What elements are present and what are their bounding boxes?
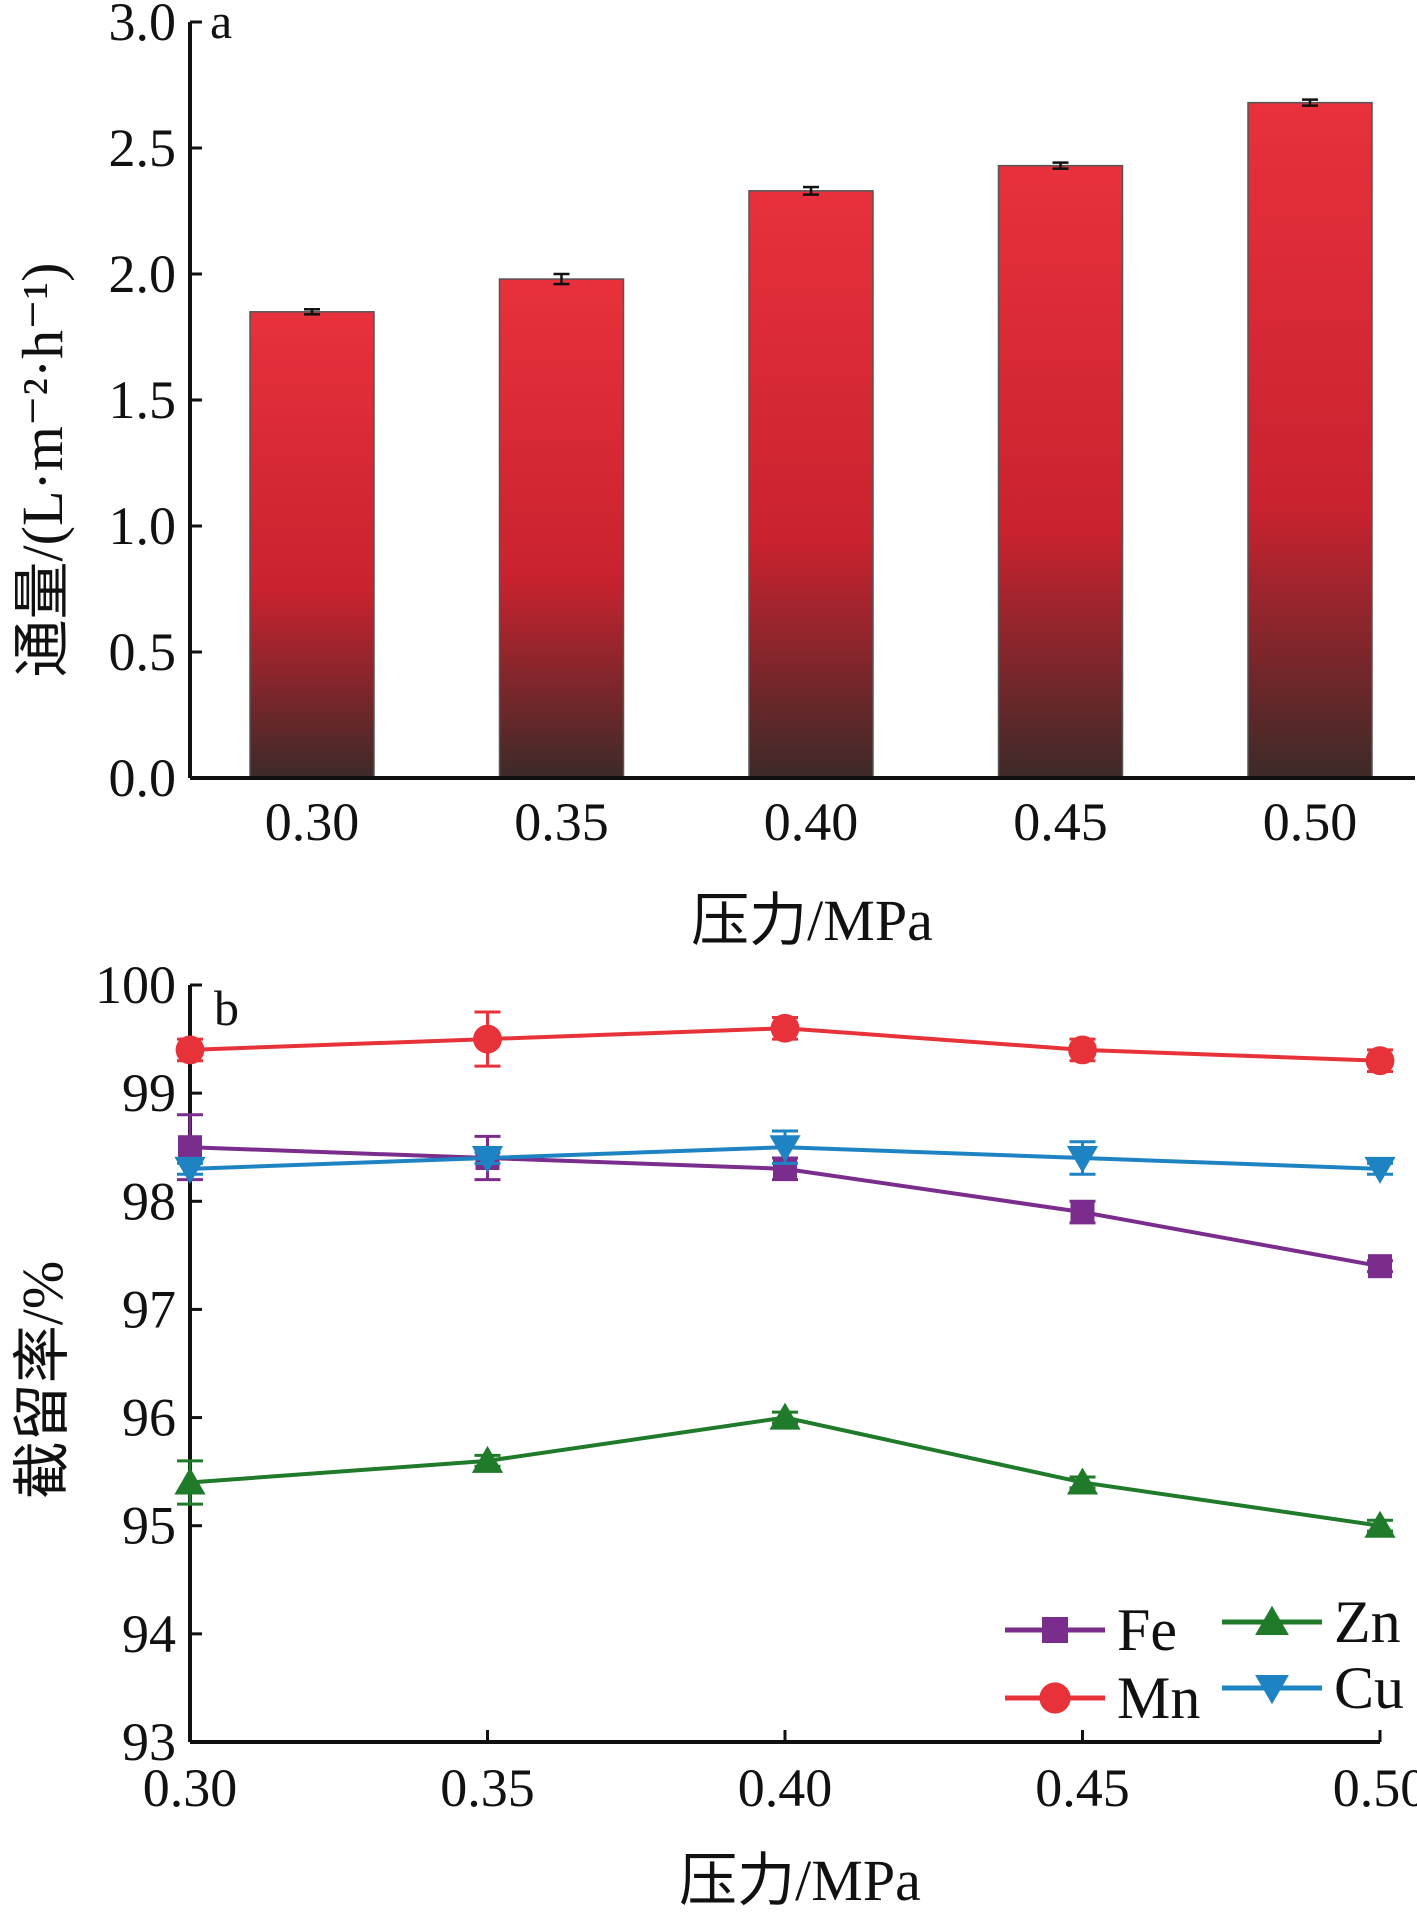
x-tick-label: 0.35 [440,1758,535,1818]
marker-circle [1068,1035,1097,1065]
marker-triangle-up [471,1445,504,1473]
bar [498,278,625,779]
marker-triangle-down [769,1135,801,1163]
x-tick-label: 0.40 [738,1758,833,1818]
x-axis-ticks: 0.30 0.35 0.40 0.45 0.50 [265,792,1358,852]
series-zn [174,1402,1396,1538]
y-tick-label: 94 [122,1604,176,1664]
x-tick-label: 0.45 [1035,1758,1130,1818]
marker-circle [175,1035,205,1065]
legend-label: Cu [1334,1655,1404,1721]
y-tick-label: 0.0 [109,748,177,808]
x-axis-title: 压力/MPa [679,1848,921,1913]
marker-triangle-up [769,1402,801,1430]
y-tick-label: 96 [122,1388,176,1448]
x-tick-label: 0.45 [1013,792,1108,852]
legend-item-fe: Fe [1005,1597,1177,1663]
y-tick-label: 99 [122,1063,176,1123]
marker-circle [770,1013,800,1043]
legend-label: Zn [1334,1589,1401,1655]
x-tick-label: 0.50 [1333,1758,1417,1818]
bar [249,311,375,779]
legend-label: Fe [1117,1597,1177,1663]
y-axis-title: 通量/(L·m⁻²·h⁻¹) [10,263,75,678]
legend-item-cu: Cu [1222,1655,1404,1721]
series-cu [174,1129,1396,1184]
marker-square [178,1135,202,1160]
bar-chart-panel: a 0.0 0.5 1.0 1.5 2.0 2.5 3.0 0.30 0.35 0.40 0.45… [10,0,1415,953]
series-line [189,1415,1381,1528]
bar [997,164,1124,779]
y-tick-label: 100 [95,955,176,1015]
legend-item-zn: Zn [1222,1589,1401,1655]
marker-triangle-down [1255,1675,1289,1705]
marker-square [1070,1200,1095,1225]
marker-triangle-down [471,1146,504,1174]
x-axis-ticks: 0.30 0.35 0.40 0.45 0.50 [143,1730,1417,1818]
x-tick-label: 0.50 [1263,792,1358,852]
series [174,1010,1396,1538]
y-axis-ticks: 0.0 0.5 1.0 1.5 2.0 2.5 3.0 [109,0,202,808]
x-tick-label: 0.30 [143,1758,238,1818]
y-tick-label: 97 [122,1279,176,1339]
marker-triangle-up [1066,1467,1099,1495]
marker-triangle-down [1364,1156,1396,1184]
marker-triangle-up [174,1467,206,1495]
x-tick-label: 0.40 [764,792,859,852]
axes [188,22,1415,780]
marker-square [1368,1254,1392,1279]
y-tick-label: 98 [122,1171,176,1231]
line-chart-panel: b 93 94 95 96 97 98 99 100 0.30 0.35 0.40 0.45 0.50… [10,955,1417,1913]
bars [249,98,1373,779]
y-tick-label: 3.0 [109,0,177,52]
series-mn [175,1010,1395,1076]
marker-triangle-down [1066,1146,1099,1174]
panel-label-b: b [214,980,239,1036]
marker-circle [1365,1046,1395,1076]
y-tick-label: 1.0 [109,496,177,556]
y-tick-label: 93 [122,1712,176,1772]
legend-item-mn: Mn [1005,1665,1200,1731]
y-tick-label: 2.0 [109,244,177,304]
x-tick-label: 0.35 [514,792,609,852]
marker-triangle-up [1255,1605,1289,1635]
marker-square [1042,1617,1068,1643]
y-tick-label: 1.5 [109,370,177,430]
y-axis-title: 截留率/% [10,1261,75,1499]
marker-circle [1039,1682,1071,1714]
x-axis-title: 压力/MPa [691,888,933,953]
y-axis-ticks: 93 94 95 96 97 98 99 100 [95,955,202,1772]
marker-triangle-up [1364,1510,1396,1538]
panel-label-a: a [210,0,232,49]
legend-label: Mn [1117,1665,1200,1731]
bar [1247,101,1373,779]
y-tick-label: 2.5 [109,118,177,178]
marker-triangle-down [174,1156,206,1184]
axes [188,985,1380,1744]
x-tick-label: 0.30 [265,792,360,852]
y-tick-label: 0.5 [109,622,177,682]
marker-circle [473,1024,502,1054]
y-tick-label: 95 [122,1496,176,1556]
bar [748,190,874,779]
